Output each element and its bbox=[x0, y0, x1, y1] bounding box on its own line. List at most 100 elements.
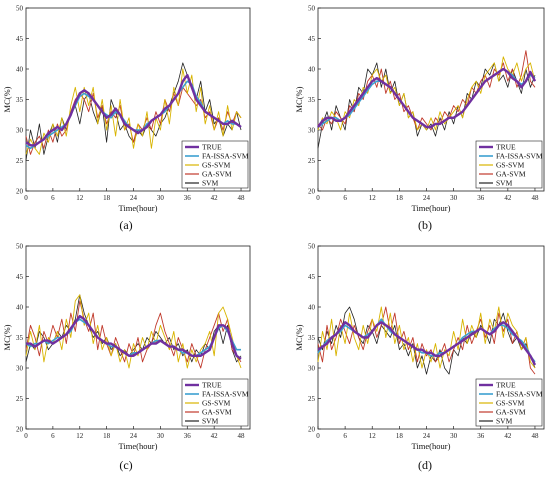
y-tick-label: 30 bbox=[16, 127, 24, 135]
legend-label: SVM bbox=[496, 417, 513, 426]
x-tick-label: 42 bbox=[504, 194, 512, 202]
panel-label: (b) bbox=[418, 218, 432, 232]
x-tick-label: 24 bbox=[130, 194, 138, 202]
y-tick-label: 25 bbox=[308, 395, 316, 403]
legend-label: FA-ISSA-SVM bbox=[202, 152, 249, 161]
y-tick-label: 35 bbox=[16, 96, 24, 104]
series-line-gs-svm bbox=[317, 56, 536, 131]
y-axis-label: MC(%) bbox=[294, 86, 304, 112]
series-line-ga-svm bbox=[317, 50, 536, 131]
x-tick-label: 24 bbox=[423, 194, 431, 202]
y-tick-label: 20 bbox=[16, 426, 24, 434]
legend-label: SVM bbox=[202, 417, 219, 426]
x-tick-label: 18 bbox=[103, 194, 111, 202]
x-tick-label: 12 bbox=[76, 432, 84, 440]
legend-label: SVM bbox=[496, 179, 513, 188]
x-tick-label: 42 bbox=[211, 194, 219, 202]
legend-label: TRUE bbox=[202, 381, 222, 390]
panel-label: (d) bbox=[418, 458, 432, 472]
legend-label: GA-SVM bbox=[496, 408, 526, 417]
x-tick-label: 18 bbox=[396, 432, 404, 440]
y-tick-label: 25 bbox=[16, 395, 24, 403]
x-tick-label: 30 bbox=[450, 432, 458, 440]
y-tick-label: 25 bbox=[308, 157, 316, 165]
y-axis-label: MC(%) bbox=[294, 324, 304, 350]
series-line-gs-svm bbox=[317, 306, 536, 369]
series-line-true bbox=[317, 321, 537, 366]
x-tick-label: 42 bbox=[504, 432, 512, 440]
legend-label: FA-ISSA-SVM bbox=[496, 152, 543, 161]
y-tick-label: 40 bbox=[308, 304, 316, 312]
legend-label: GS-SVM bbox=[496, 399, 525, 408]
x-tick-label: 42 bbox=[211, 432, 219, 440]
series-line-gs-svm bbox=[25, 68, 242, 155]
y-axis-label: MC(%) bbox=[2, 324, 12, 350]
x-tick-label: 18 bbox=[103, 432, 111, 440]
y-tick-label: 35 bbox=[308, 96, 316, 104]
x-tick-label: 30 bbox=[450, 194, 458, 202]
x-tick-label: 48 bbox=[238, 194, 246, 202]
legend-label: GS-SVM bbox=[202, 399, 231, 408]
y-tick-label: 45 bbox=[16, 273, 24, 281]
chart-panel-c: 20 25 30 35 40 45 50 0 6 12 18 24 30 36 42 48 Time(hour)… bbox=[2, 243, 251, 472]
y-tick-label: 20 bbox=[16, 188, 24, 196]
y-tick-label: 50 bbox=[308, 5, 316, 13]
legend-label: FA-ISSA-SVM bbox=[496, 390, 543, 399]
x-tick-label: 36 bbox=[477, 194, 485, 202]
x-tick-label: 0 bbox=[316, 194, 320, 202]
y-tick-label: 20 bbox=[308, 426, 316, 434]
y-axis-label: MC(%) bbox=[2, 86, 12, 112]
x-tick-label: 24 bbox=[130, 432, 138, 440]
legend-label: SVM bbox=[202, 179, 219, 188]
x-tick-label: 36 bbox=[184, 432, 192, 440]
chart-panel-a: 20 25 30 35 40 45 50 0 6 12 18 24 30 36 42 48 Time(hour)… bbox=[2, 5, 251, 232]
legend-label: GS-SVM bbox=[202, 161, 231, 170]
y-tick-label: 30 bbox=[308, 127, 316, 135]
y-tick-label: 45 bbox=[16, 35, 24, 43]
x-tick-label: 30 bbox=[157, 194, 165, 202]
x-tick-label: 30 bbox=[157, 432, 165, 440]
series-line-ga-svm bbox=[317, 306, 536, 375]
y-tick-label: 45 bbox=[308, 273, 316, 281]
x-tick-label: 6 bbox=[343, 194, 347, 202]
x-tick-label: 36 bbox=[477, 432, 485, 440]
x-axis-label: Time(hour) bbox=[119, 203, 158, 213]
x-tick-label: 0 bbox=[24, 194, 28, 202]
x-tick-label: 48 bbox=[531, 432, 539, 440]
x-axis-label: Time(hour) bbox=[119, 441, 158, 451]
y-tick-label: 40 bbox=[16, 304, 24, 312]
x-axis-label: Time(hour) bbox=[412, 441, 451, 451]
chart-panel-d: 20 25 30 35 40 45 50 0 6 12 18 24 30 36 42 48 Time(hour)… bbox=[294, 243, 545, 472]
y-tick-label: 40 bbox=[16, 66, 24, 74]
x-tick-label: 6 bbox=[51, 432, 55, 440]
legend-label: TRUE bbox=[202, 143, 222, 152]
x-tick-label: 12 bbox=[369, 432, 377, 440]
x-tick-label: 6 bbox=[51, 194, 55, 202]
series-line-ga-svm bbox=[25, 86, 242, 155]
y-tick-label: 40 bbox=[308, 66, 316, 74]
series-line-true bbox=[26, 314, 242, 360]
series-line-true bbox=[317, 67, 537, 129]
legend-label: GA-SVM bbox=[202, 170, 232, 179]
x-tick-label: 0 bbox=[316, 432, 320, 440]
x-tick-label: 12 bbox=[369, 194, 377, 202]
y-tick-label: 30 bbox=[308, 365, 316, 373]
legend-label: GS-SVM bbox=[496, 161, 525, 170]
x-tick-label: 24 bbox=[423, 432, 431, 440]
y-tick-label: 30 bbox=[16, 365, 24, 373]
legend-label: GA-SVM bbox=[496, 170, 526, 179]
y-tick-label: 50 bbox=[16, 5, 24, 13]
y-tick-label: 35 bbox=[308, 334, 316, 342]
legend-label: FA-ISSA-SVM bbox=[202, 390, 249, 399]
x-tick-label: 18 bbox=[396, 194, 404, 202]
y-tick-label: 20 bbox=[308, 188, 316, 196]
panel-label: (c) bbox=[119, 458, 132, 472]
x-tick-label: 36 bbox=[184, 194, 192, 202]
x-tick-label: 0 bbox=[24, 432, 28, 440]
x-tick-label: 6 bbox=[343, 432, 347, 440]
y-tick-label: 25 bbox=[16, 157, 24, 165]
x-tick-label: 12 bbox=[76, 194, 84, 202]
x-tick-label: 48 bbox=[238, 432, 246, 440]
x-axis-label: Time(hour) bbox=[412, 203, 451, 213]
